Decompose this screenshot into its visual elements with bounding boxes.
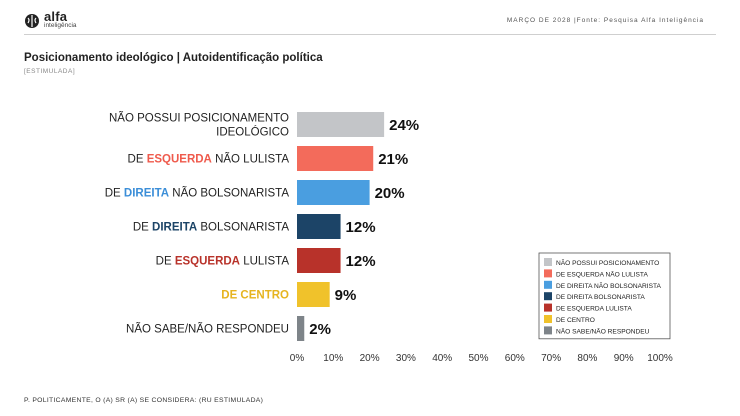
legend-label: DE DIREITA NÃO BOLSONARISTA (556, 281, 662, 290)
bar (297, 214, 341, 239)
category-label: NÃO SABE/NÃO RESPONDEU (126, 323, 289, 336)
x-tick-label: 0% (290, 353, 305, 364)
legend-label: DE CENTRO (556, 317, 595, 324)
bar (297, 112, 385, 137)
question-footnote: P. POLITICAMENTE, O (A) SR (A) SE CONSID… (24, 397, 264, 404)
legend-label: DE ESQUERDA NÃO LULISTA (556, 269, 648, 278)
legend-box (538, 252, 671, 340)
legend-swatch (544, 269, 552, 278)
legend-swatch (544, 326, 552, 335)
legend-label: NÃO SABE/NÃO RESPONDEU (556, 326, 650, 335)
brand-logo: alfa inteligência (24, 9, 77, 30)
bar-value-label: 2% (309, 321, 331, 338)
x-tick-label: 60% (505, 353, 525, 364)
x-tick-label: 50% (468, 353, 488, 364)
bar-value-label: 20% (375, 185, 405, 202)
bar-value-label: 9% (335, 287, 357, 304)
bar (297, 180, 370, 205)
bar (297, 316, 305, 341)
category-label: IDEOLÓGICO (216, 126, 289, 139)
brain-icon (25, 14, 39, 28)
x-tick-label: 70% (541, 353, 561, 364)
category-label: DE DIREITA NÃO BOLSONARISTA (105, 187, 290, 200)
logo-name: alfa (44, 9, 68, 24)
header-divider (24, 34, 716, 35)
x-tick-label: 80% (577, 353, 597, 364)
x-tick-label: 30% (396, 353, 416, 364)
bar-value-label: 12% (346, 219, 376, 236)
bar (297, 282, 330, 307)
legend-label: DE DIREITA BOLSONARISTA (556, 294, 645, 301)
legend-label: DE ESQUERDA LULISTA (556, 306, 632, 313)
x-tick-label: 100% (647, 353, 673, 364)
bar (297, 248, 341, 273)
logo-subtitle: inteligência (44, 22, 77, 29)
category-label: DE ESQUERDA LULISTA (156, 256, 290, 268)
category-label: NÃO POSSUI POSICIONAMENTO (109, 112, 289, 125)
bar-value-label: 21% (378, 151, 408, 168)
page-subtitle: [ESTIMULADA] (24, 68, 76, 75)
legend-label: NÃO POSSUI POSICIONAMENTO (556, 258, 659, 267)
legend-swatch (544, 280, 552, 289)
page-title: Posicionamento ideológico | Autoidentifi… (24, 52, 323, 64)
legend-swatch (544, 258, 552, 266)
x-tick-label: 10% (323, 353, 343, 364)
category-label: DE ESQUERDA NÃO LULISTA (128, 153, 290, 166)
category-label: DE DIREITA BOLSONARISTA (133, 222, 289, 234)
legend-swatch (544, 315, 552, 323)
x-tick-label: 90% (614, 353, 634, 364)
legend-swatch (544, 292, 552, 301)
bar-value-label: 24% (389, 117, 419, 134)
x-tick-label: 40% (432, 353, 452, 364)
category-label: DE CENTRO (221, 290, 289, 302)
header-meta: MARÇO DE 2028 |Fonte: Pesquisa Alfa Inte… (506, 17, 704, 24)
legend-swatch (544, 303, 552, 312)
bar-value-label: 12% (346, 253, 376, 270)
x-tick-label: 20% (360, 353, 380, 364)
bar (297, 146, 374, 171)
